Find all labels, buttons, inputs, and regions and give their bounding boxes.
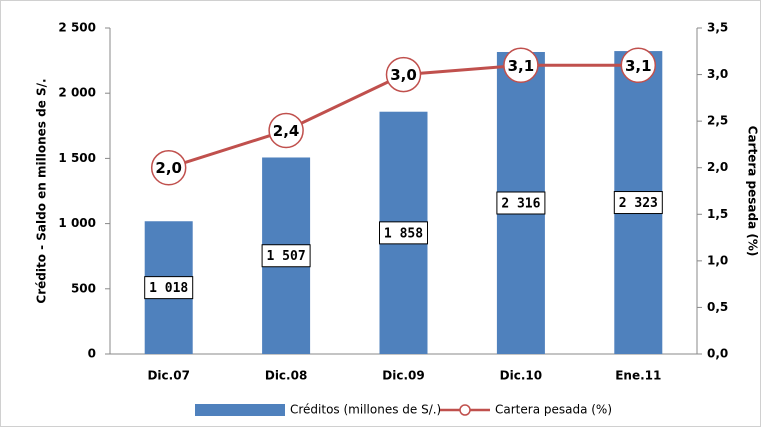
y2-tick-label: 2,0 — [707, 160, 728, 174]
legend-swatch — [459, 404, 471, 416]
y2-tick-label: 0,0 — [707, 347, 728, 361]
line-marker — [268, 112, 304, 149]
x-tick-label: Dic.10 — [500, 369, 542, 383]
x-tick-label: Dic.07 — [147, 369, 189, 383]
y2-tick-label: 1,0 — [707, 253, 728, 267]
y2-tick-label: 2,5 — [707, 114, 728, 128]
value-label-box — [496, 191, 546, 215]
y-axis-label: Crédito - Saldo en millones de S/. — [35, 78, 49, 303]
legend-label: Créditos (millones de S/.) — [290, 403, 441, 417]
legend-swatch — [195, 404, 285, 416]
y-tick-label: 1 000 — [58, 216, 96, 230]
line-marker — [620, 47, 657, 84]
value-label-box — [261, 244, 311, 268]
x-tick-label: Ene.11 — [615, 369, 661, 383]
value-label-box — [613, 191, 663, 215]
value-label: 3,0 — [390, 66, 417, 84]
y2-tick-label: 3,0 — [707, 67, 728, 81]
y2-tick-label: 3,5 — [707, 21, 728, 35]
y-tick-label: 2 000 — [58, 86, 96, 100]
value-label-box — [379, 221, 428, 245]
value-label: 1 507 — [267, 249, 306, 264]
line-marker — [150, 149, 187, 186]
value-label-box — [144, 276, 194, 300]
line-marker — [503, 47, 539, 84]
y2-tick-label: 1,5 — [707, 207, 728, 221]
legend-label: Cartera pesada (%) — [495, 403, 612, 417]
x-tick-label: Dic.08 — [265, 369, 307, 383]
value-label: 1 858 — [384, 226, 423, 241]
value-label: 2,0 — [155, 159, 182, 177]
line-marker — [385, 56, 422, 93]
value-label: 3,1 — [625, 57, 652, 75]
value-label: 2 316 — [501, 196, 540, 211]
y-tick-label: 0 — [88, 347, 96, 361]
y2-axis-label: Cartera pesada (%) — [746, 126, 760, 257]
y2-tick-label: 0,5 — [707, 300, 728, 314]
value-label: 2 323 — [619, 196, 658, 211]
y-tick-label: 500 — [71, 281, 96, 295]
value-label: 1 018 — [149, 281, 188, 296]
y-tick-label: 2 500 — [58, 21, 96, 35]
y-tick-label: 1 500 — [58, 151, 96, 165]
value-label: 3,1 — [508, 57, 535, 75]
x-tick-label: Dic.09 — [382, 369, 424, 383]
value-label: 2,4 — [273, 122, 300, 140]
